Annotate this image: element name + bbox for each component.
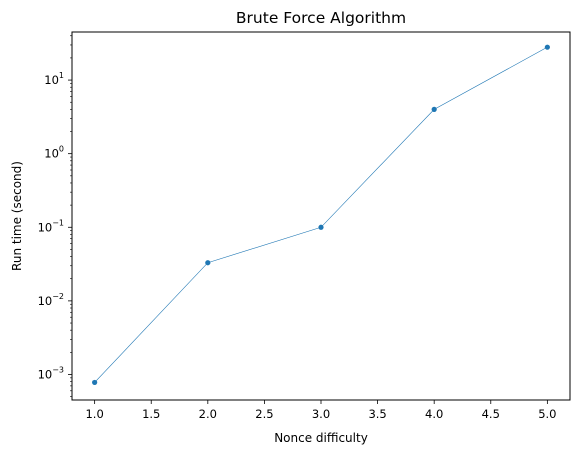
data-point [544, 44, 550, 50]
plot-area [92, 44, 550, 386]
x-tick-label: 2.5 [255, 407, 273, 421]
data-point [318, 224, 324, 230]
y-axis: 10−3 10−2 10−1 100 101 [38, 35, 72, 397]
x-tick-label: 3.0 [312, 407, 330, 421]
axes-frame [71, 31, 571, 401]
data-point [92, 379, 98, 386]
series-line [94, 46, 548, 383]
x-tick-label: 4.5 [482, 407, 500, 421]
data-point [205, 260, 211, 266]
y-tick-label: 101 [44, 71, 64, 87]
x-axis-label: Nonce difficulty [274, 431, 368, 445]
y-tick-label: 100 [44, 145, 64, 161]
y-tick-label: 10−2 [38, 292, 64, 308]
x-tick-label: 3.5 [368, 407, 386, 421]
x-axis: 1.0 1.5 2.0 2.5 3.0 3.5 4.0 4.5 5.0 [85, 400, 557, 421]
y-axis-label: Run time (second) [10, 161, 24, 271]
x-tick-label: 5.0 [538, 407, 556, 421]
y-tick-label: 10−1 [38, 218, 64, 234]
x-tick-label: 1.5 [142, 407, 160, 421]
data-point [431, 106, 437, 112]
chart-title: Brute Force Algorithm [236, 9, 406, 27]
x-tick-label: 4.0 [425, 407, 443, 421]
x-tick-label: 2.0 [199, 407, 217, 421]
x-tick-label: 1.0 [85, 407, 103, 421]
y-tick-label: 10−3 [38, 365, 64, 381]
